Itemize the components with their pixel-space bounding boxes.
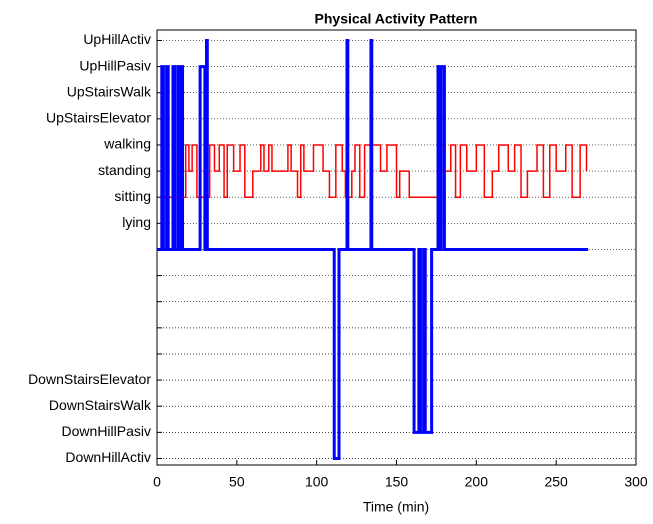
chart-title: Physical Activity Pattern [315,11,478,27]
x-tick-label: 0 [153,474,161,490]
series-line [160,144,588,198]
y-tick-label: UpStairsElevator [46,110,151,126]
y-tick-label: standing [98,162,151,178]
x-tick-label: 100 [305,474,329,490]
y-tick-label: lying [122,214,151,230]
y-tick-label: DownStairsWalk [49,397,152,413]
x-tick-label: 150 [385,474,409,490]
y-tick-label: DownHillPasiv [62,423,151,439]
series-line [157,38,589,460]
x-axis-label: Time (min) [363,499,429,515]
x-tick-label: 250 [544,474,568,490]
y-tick-label: UpHillActiv [83,31,151,47]
x-tick-label: 200 [465,474,489,490]
x-tick-label: 50 [229,474,245,490]
y-tick-label: DownHillActiv [65,449,151,465]
y-tick-label: UpHillPasiv [79,57,151,73]
plot-frame [156,29,637,466]
y-tick-label: walking [103,136,151,152]
y-tick-label: sitting [114,188,151,204]
y-tick-label: DownStairsElevator [28,371,151,387]
y-tick-label: UpStairsWalk [67,83,152,99]
x-tick-label: 300 [624,474,648,490]
